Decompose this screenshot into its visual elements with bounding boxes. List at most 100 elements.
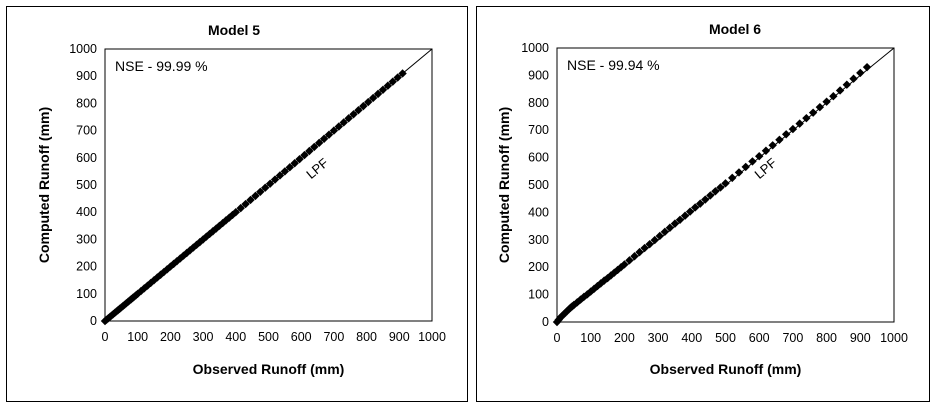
x-tick-label: 600 [291, 330, 312, 344]
y-tick-label: 1000 [521, 41, 549, 55]
data-point [156, 270, 165, 279]
x-tick-label: 1000 [880, 331, 908, 345]
data-point [344, 114, 353, 123]
data-point [280, 167, 290, 176]
data-point [630, 252, 639, 261]
data-point [189, 243, 198, 252]
data-point [354, 106, 363, 115]
data-point [314, 138, 324, 148]
data-point [146, 278, 155, 288]
data-point [192, 240, 201, 250]
data-point [261, 183, 270, 192]
y-tick-label: 800 [528, 96, 549, 110]
data-point [368, 93, 378, 103]
x-tick-label: 300 [648, 331, 669, 345]
y-tick-label: 100 [76, 287, 97, 301]
chart-panel-model-5: Model 5 0 100 200 300 400 500 600 700 800 900 1000 0… [6, 6, 468, 402]
nse-annotation: NSE - 99.99 % [115, 58, 208, 74]
data-point [241, 199, 250, 209]
x-tick-label: 800 [816, 331, 837, 345]
x-tick-label: 600 [749, 331, 770, 345]
data-point [310, 142, 319, 152]
data-point [319, 134, 329, 143]
y-tick-label: 200 [76, 260, 97, 274]
x-tick-label: 400 [681, 331, 702, 345]
x-tick-label: 700 [323, 330, 344, 344]
data-point [849, 74, 858, 83]
data-point [734, 168, 744, 177]
lpf-line-label: LPF [751, 155, 779, 182]
data-point [795, 119, 804, 128]
y-tick-label: 300 [528, 233, 549, 247]
plot-area [556, 47, 895, 323]
data-point [788, 124, 798, 134]
y-tick-label: 0 [542, 315, 549, 329]
data-point [359, 101, 368, 111]
data-point [378, 85, 388, 94]
x-tick-label: 100 [580, 331, 601, 345]
chart-svg-model-6: Model 6 0 100 200 300 400 500 600 700 800 900 1000 0… [496, 21, 908, 377]
data-point [305, 146, 314, 156]
data-point [290, 159, 299, 168]
data-point [373, 89, 383, 99]
data-point [251, 191, 260, 201]
x-tick-label: 900 [850, 331, 871, 345]
data-point [685, 207, 695, 216]
data-point [596, 279, 606, 288]
data-point [231, 208, 240, 217]
data-point [275, 171, 285, 180]
data-point [822, 97, 831, 106]
data-point [755, 152, 764, 161]
y-tick-label: 900 [528, 68, 549, 82]
data-point [696, 199, 705, 208]
data-point [711, 187, 720, 196]
data-point [285, 163, 294, 172]
x-axis-title: Observed Runoff (mm) [650, 361, 802, 377]
chart-svg-model-5: Model 5 0 100 200 300 400 500 600 700 800 900 1000 0… [36, 22, 446, 377]
data-point [741, 162, 750, 172]
y-tick-label: 400 [528, 205, 549, 219]
data-point [256, 187, 265, 196]
x-tick-label: 300 [193, 330, 214, 344]
y-tick-label: 500 [528, 178, 549, 192]
y-tick-label: 600 [528, 151, 549, 165]
y-tick-label: 100 [528, 288, 549, 302]
y-tick-label: 300 [76, 232, 97, 246]
x-tick-label: 700 [782, 331, 803, 345]
data-point [856, 68, 865, 78]
data-point [300, 150, 309, 160]
data-point [208, 227, 218, 236]
data-point [655, 231, 664, 241]
data-point [246, 195, 255, 205]
x-tick-label: 500 [715, 331, 736, 345]
data-point [398, 69, 407, 78]
x-tick-label: 0 [554, 331, 561, 345]
x-axis-title: Observed Runoff (mm) [193, 361, 345, 377]
y-tick-label: 1000 [69, 42, 97, 56]
data-point [349, 110, 358, 119]
chart-title: Model 5 [208, 22, 260, 38]
data-point [393, 73, 402, 82]
data-point [640, 243, 649, 253]
data-point [815, 102, 825, 112]
data-point [329, 126, 339, 135]
plot-area [104, 48, 433, 322]
data-point [748, 157, 757, 166]
data-point [721, 179, 730, 188]
data-point [339, 118, 348, 127]
y-tick-label: 700 [76, 124, 97, 138]
data-point [835, 86, 845, 95]
data-point [265, 179, 275, 188]
data-point [324, 130, 334, 139]
x-tick-label: 200 [614, 331, 635, 345]
data-point [728, 173, 737, 183]
x-tick-label: 200 [160, 330, 181, 344]
x-tick-label: 900 [389, 330, 410, 344]
y-tick-label: 900 [76, 69, 97, 83]
y-axis-title: Computed Runoff (mm) [36, 107, 52, 263]
x-tick-label: 800 [356, 330, 377, 344]
data-point [236, 203, 245, 213]
data-point [808, 108, 818, 117]
x-tick-label: 1000 [418, 330, 446, 344]
chart-panel-model-6: Model 6 0 100 200 300 400 500 600 700 800 900 1000 0… [476, 6, 930, 402]
